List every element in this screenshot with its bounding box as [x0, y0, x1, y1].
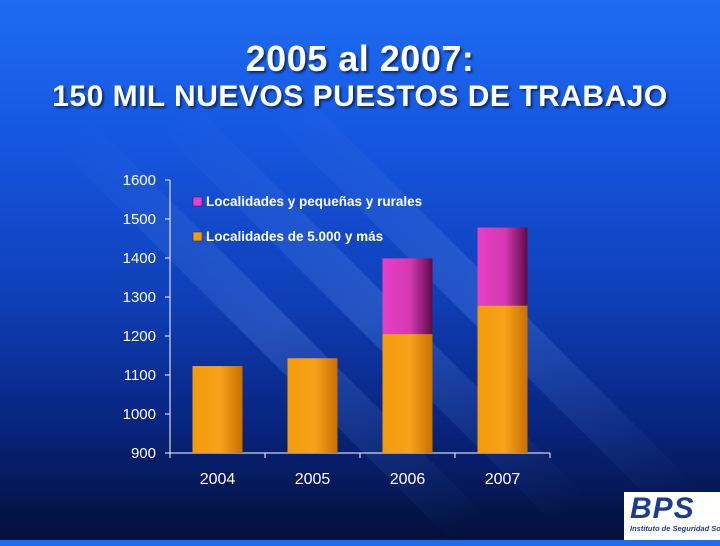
legend-label: Localidades y pequeñas y rurales [206, 194, 422, 209]
bar-localidades-5000-2007 [477, 305, 528, 453]
y-tick-label: 1600 [123, 172, 156, 189]
bar-localidades-5000-2004 [192, 366, 243, 453]
y-tick-label: 1100 [124, 367, 156, 384]
x-tick-label: 2004 [200, 471, 236, 488]
bars [192, 227, 528, 453]
y-tick-label: 900 [131, 445, 156, 462]
slide-title-line-2: 150 MIL NUEVOS PUESTOS DE TRABAJO [52, 80, 668, 113]
legend-swatch [192, 231, 203, 242]
y-axis: 900 1000 1100 1200 1300 1400 1500 1600 [123, 172, 171, 462]
x-tick-label: 2005 [295, 471, 331, 488]
y-tick-label: 1200 [123, 328, 156, 345]
y-tick-label: 1300 [123, 289, 156, 306]
logo-text: BPS [630, 492, 695, 525]
x-tick-label: 2007 [485, 471, 521, 488]
slide-title-line-1: 2005 al 2007: [245, 38, 475, 79]
bar-localidades-5000-2006 [382, 334, 433, 453]
y-tick-label: 1500 [123, 211, 156, 228]
x-tick-label: 2006 [390, 471, 426, 488]
legend-label: Localidades de 5.000 y más [206, 229, 383, 244]
bar-localidades-5000-2005 [287, 358, 338, 453]
bar-localidades-rurales-2006 [382, 258, 433, 335]
logo-subtitle: Instituto de Seguridad Social [630, 524, 720, 533]
bps-logo: BPS Instituto de Seguridad Social [624, 492, 720, 540]
y-tick-label: 1400 [123, 250, 156, 267]
legend-swatch [192, 196, 203, 207]
x-axis: 2004 2005 2006 2007 [169, 452, 551, 488]
legend: Localidades y pequeñas y rurales Localida… [192, 194, 422, 244]
y-tick-label: 1000 [123, 406, 156, 423]
bar-localidades-rurales-2007 [477, 227, 528, 306]
